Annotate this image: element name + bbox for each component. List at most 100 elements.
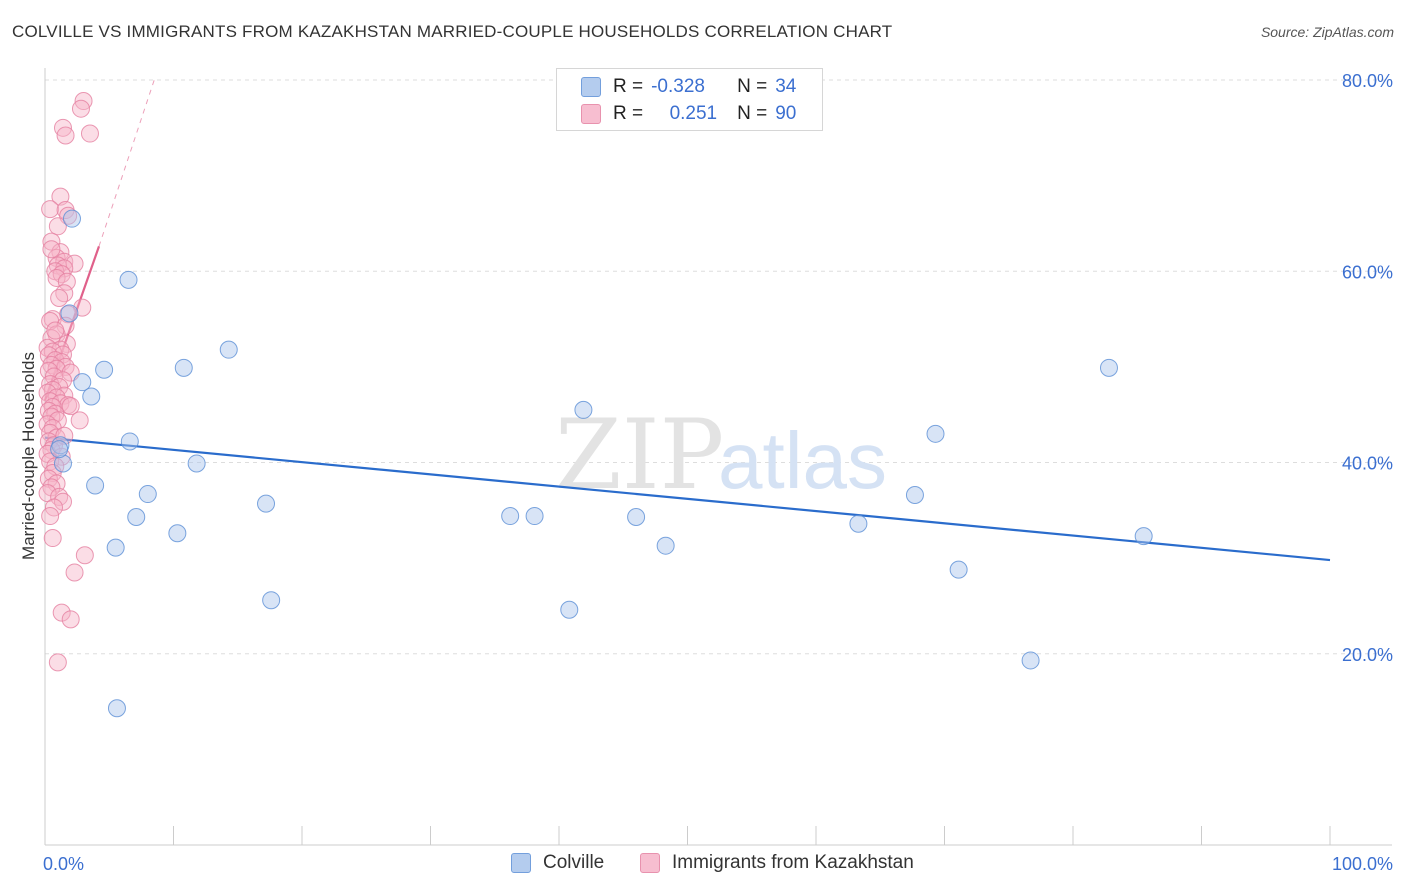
point-colville bbox=[656, 536, 675, 555]
series-label-kazakhstan: Immigrants from Kazakhstan bbox=[672, 852, 914, 873]
legend-swatch-colville bbox=[581, 77, 601, 97]
y-tick-label: 60.0% bbox=[1342, 262, 1393, 282]
point-colville bbox=[905, 486, 924, 505]
legend-r-label: R = bbox=[613, 103, 644, 124]
series-label-colville: Colville bbox=[543, 852, 605, 873]
point-kazakhstan bbox=[41, 200, 60, 219]
point-kazakhstan bbox=[48, 217, 67, 236]
point-colville bbox=[60, 304, 79, 323]
point-colville bbox=[86, 476, 105, 495]
y-tick-label: 20.0% bbox=[1342, 645, 1393, 665]
point-kazakhstan bbox=[61, 610, 80, 629]
point-kazakhstan bbox=[41, 507, 60, 526]
legend-row-colville: R = -0.328 N = 34 bbox=[581, 76, 796, 98]
axis-labels: 20.0% 40.0% 60.0% 80.0% 0.0% 100.0% Married-co… bbox=[19, 71, 1393, 874]
series-legend: Colville Immigrants from Kazakhstan bbox=[0, 852, 1406, 876]
point-kazakhstan bbox=[70, 411, 89, 430]
point-colville bbox=[168, 524, 187, 543]
legend-r-label: R = bbox=[613, 76, 644, 97]
point-kazakhstan bbox=[47, 268, 66, 287]
point-colville bbox=[257, 494, 276, 513]
series-swatch-colville bbox=[511, 853, 531, 873]
series-legend-colville[interactable]: Colville bbox=[511, 852, 604, 874]
point-colville bbox=[849, 514, 868, 533]
point-colville bbox=[525, 507, 544, 526]
watermark-zip: ZIP bbox=[555, 399, 724, 511]
scatter-points bbox=[38, 92, 1153, 718]
point-colville bbox=[187, 454, 206, 473]
legend-n-value-kazakhstan: 90 bbox=[775, 103, 797, 124]
trend-line-colville bbox=[44, 436, 1331, 562]
point-colville bbox=[120, 432, 139, 451]
point-kazakhstan bbox=[56, 126, 75, 145]
point-kazakhstan bbox=[55, 426, 74, 445]
point-colville bbox=[73, 373, 92, 392]
point-colville bbox=[560, 600, 579, 619]
point-kazakhstan bbox=[50, 289, 69, 308]
point-colville bbox=[219, 340, 238, 359]
legend-row-kazakhstan: R = 0.251 N = 90 bbox=[581, 103, 796, 125]
gridlines bbox=[45, 79, 1392, 655]
point-kazakhstan bbox=[48, 653, 67, 672]
point-kazakhstan bbox=[75, 546, 94, 565]
legend-r-value-kazakhstan: 0.251 bbox=[669, 103, 718, 124]
watermark-atlas: atlas bbox=[718, 416, 887, 505]
trend-lines bbox=[43, 79, 1331, 562]
legend-n-value-colville: 34 bbox=[775, 76, 797, 97]
point-colville bbox=[138, 485, 157, 504]
y-tick-label: 40.0% bbox=[1342, 454, 1393, 474]
point-kazakhstan bbox=[42, 240, 61, 259]
point-colville bbox=[1134, 527, 1153, 546]
point-colville bbox=[53, 454, 72, 473]
point-colville bbox=[1021, 651, 1040, 670]
series-legend-kazakhstan[interactable]: Immigrants from Kazakhstan bbox=[640, 852, 914, 874]
point-kazakhstan bbox=[57, 272, 76, 291]
series-swatch-kazakhstan bbox=[640, 853, 660, 873]
point-colville bbox=[62, 209, 81, 228]
point-kazakhstan bbox=[43, 529, 62, 548]
point-kazakhstan bbox=[52, 603, 71, 622]
source-label: Source: ZipAtlas.com bbox=[1260, 24, 1394, 40]
point-colville bbox=[174, 358, 193, 377]
point-kazakhstan bbox=[44, 498, 63, 517]
legend-n-label: N = bbox=[737, 103, 768, 124]
point-colville bbox=[262, 591, 281, 610]
point-colville bbox=[949, 560, 968, 579]
point-kazakhstan bbox=[71, 99, 90, 118]
point-kazakhstan bbox=[65, 563, 84, 582]
axes bbox=[44, 68, 1392, 846]
y-tick-label: 80.0% bbox=[1342, 71, 1393, 91]
point-colville bbox=[50, 440, 69, 459]
point-colville bbox=[926, 424, 945, 443]
point-colville bbox=[127, 508, 146, 527]
point-colville bbox=[119, 270, 138, 289]
point-kazakhstan bbox=[51, 187, 70, 206]
point-kazakhstan bbox=[56, 357, 75, 376]
point-kazakhstan bbox=[61, 363, 80, 382]
legend-r-value-colville: -0.328 bbox=[651, 76, 705, 97]
chart-title: COLVILLE VS IMMIGRANTS FROM KAZAKHSTAN M… bbox=[12, 22, 893, 41]
point-colville bbox=[574, 400, 593, 419]
point-colville bbox=[106, 538, 125, 557]
x-tick-label-max: 100.0% bbox=[1332, 854, 1393, 874]
point-kazakhstan bbox=[46, 321, 65, 340]
point-colville bbox=[95, 360, 114, 379]
legend-swatch-kazakhstan bbox=[581, 104, 601, 124]
point-kazakhstan bbox=[39, 361, 58, 380]
point-colville bbox=[501, 507, 520, 526]
correlation-legend: R = -0.328 N = 34 R = 0.251 N = 90 bbox=[556, 68, 823, 131]
point-kazakhstan bbox=[55, 284, 74, 303]
point-kazakhstan bbox=[42, 232, 61, 251]
legend-n-label: N = bbox=[737, 76, 768, 97]
point-colville bbox=[627, 508, 646, 527]
point-kazakhstan bbox=[53, 492, 72, 511]
point-colville bbox=[107, 699, 126, 718]
point-kazakhstan bbox=[80, 124, 99, 143]
trend-line-kazakhstan bbox=[98, 79, 155, 247]
point-colville bbox=[82, 387, 101, 406]
point-kazakhstan bbox=[61, 397, 80, 416]
y-axis-label: Married-couple Households bbox=[19, 352, 38, 560]
point-colville bbox=[1099, 358, 1118, 377]
watermark: ZIP atlas bbox=[555, 399, 887, 511]
